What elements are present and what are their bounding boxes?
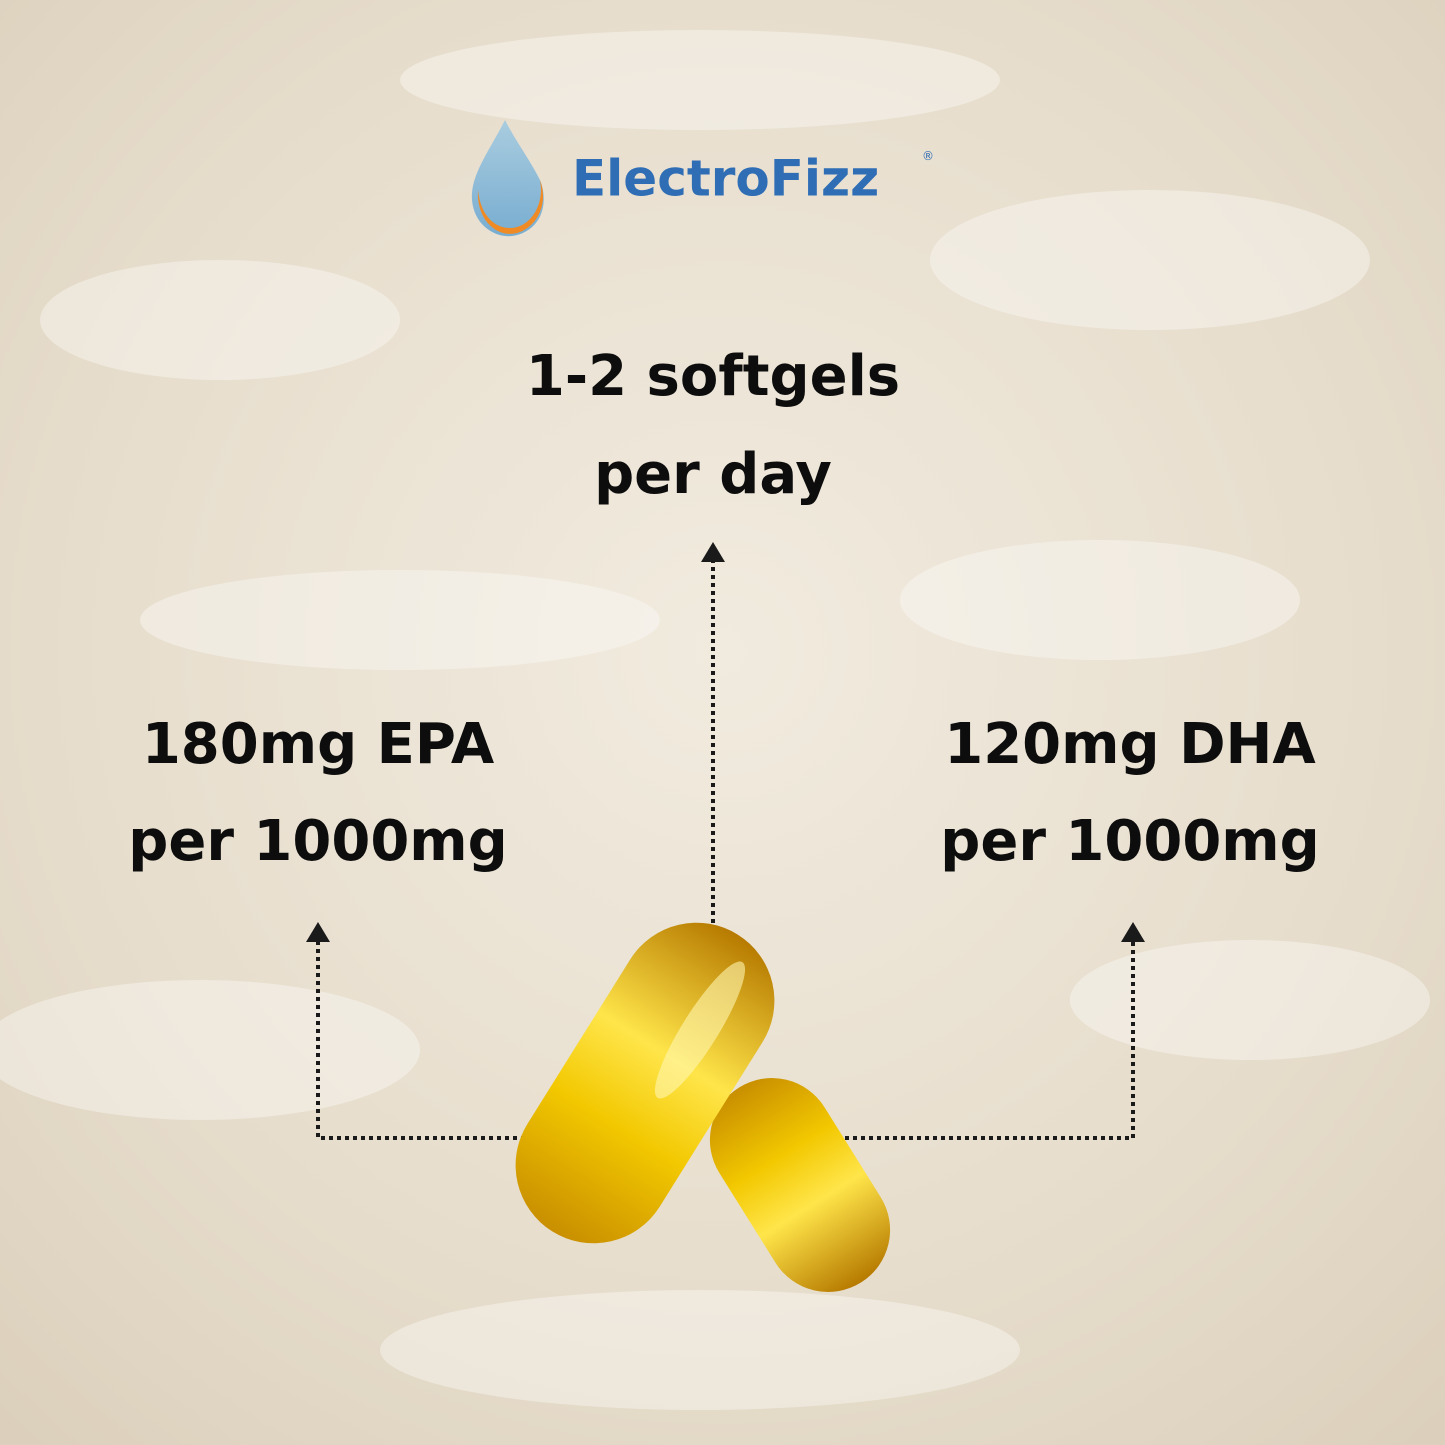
logo-mark: ®: [922, 149, 934, 163]
water-ripples: [0, 30, 1430, 1410]
callout-text: 120mg DHA: [944, 712, 1316, 777]
arrow-line: [845, 940, 1135, 1140]
callout-text: per day: [594, 442, 832, 507]
softgel: [709, 1078, 891, 1292]
callout-text: 180mg EPA: [142, 712, 495, 777]
callout-text: 1-2 softgels: [526, 344, 900, 409]
arrows: [306, 542, 1145, 1140]
logo-name: ElectroFizz: [572, 150, 879, 208]
callout-text: per 1000mg: [940, 809, 1319, 874]
callout-text: per 1000mg: [128, 809, 507, 874]
logo: ElectroFizz ®: [471, 120, 934, 237]
softgel-highlight: [654, 961, 746, 1099]
logo-drop: [471, 120, 544, 237]
arrow-head: [1121, 922, 1145, 942]
softgels: [515, 922, 891, 1292]
arrow-head: [701, 542, 725, 562]
arrow-head: [306, 922, 330, 942]
arrow-line: [316, 940, 525, 1140]
